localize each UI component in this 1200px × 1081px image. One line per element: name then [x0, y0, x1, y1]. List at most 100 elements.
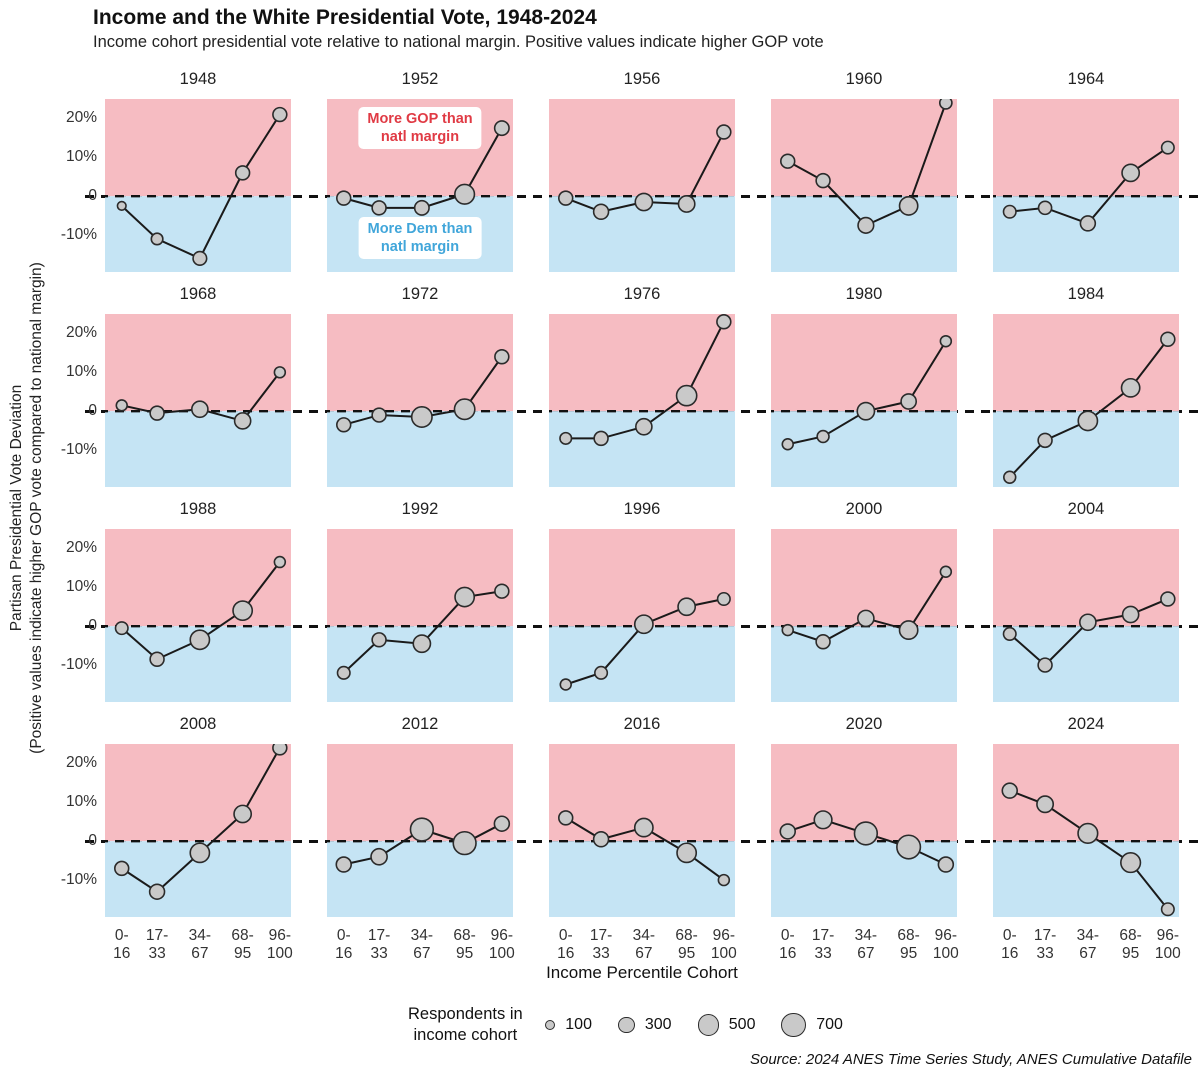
legend-title-line1: Respondents in — [408, 1005, 523, 1023]
panel-year-2016: 2016 — [623, 715, 661, 733]
data-point-2000-68-95 — [898, 620, 919, 641]
legend-item-500: 500 — [697, 1014, 755, 1036]
data-point-1960-96-100 — [938, 99, 953, 110]
data-point-2024-0-16 — [1001, 782, 1018, 799]
panel-year-1992: 1992 — [401, 500, 439, 518]
data-point-1992-68-95 — [454, 586, 476, 608]
panel-2004 — [993, 529, 1179, 702]
y-tick-0: 0 — [88, 187, 97, 205]
source-note: Source: 2024 ANES Time Series Study, ANE… — [749, 1051, 1192, 1068]
data-point-1948-96-100 — [272, 106, 288, 123]
panel-year-1968: 1968 — [179, 285, 217, 303]
data-point-1976-34-67 — [635, 417, 653, 436]
data-point-1980-68-95 — [900, 393, 918, 410]
x-tick-0-16: 0- 16 — [335, 927, 353, 962]
data-point-2016-68-95 — [676, 842, 698, 864]
panel-plot-2012 — [327, 744, 513, 917]
y-tick-20%: 20% — [65, 324, 97, 342]
data-point-2024-68-95 — [1120, 851, 1142, 874]
panel-year-2004: 2004 — [1067, 500, 1105, 518]
panel-plot-1980 — [771, 314, 957, 487]
y-tick-10%: 10% — [65, 148, 97, 166]
data-point-1980-0-16 — [781, 437, 794, 451]
y-tick--10%: -10% — [60, 441, 97, 459]
data-point-1964-96-100 — [1160, 140, 1175, 155]
panel-plot-1976 — [549, 314, 735, 487]
panel-year-1996: 1996 — [623, 500, 661, 518]
x-tick-68-95: 68- 95 — [675, 927, 698, 962]
data-point-2020-68-95 — [896, 834, 922, 860]
data-point-2004-96-100 — [1160, 591, 1176, 607]
data-point-2020-17-33 — [813, 810, 833, 830]
x-tick-34-67: 34- 67 — [854, 927, 878, 962]
data-point-2004-0-16 — [1002, 626, 1017, 641]
legend-circle-icon — [617, 1016, 635, 1034]
panel-plot-2020 — [771, 744, 957, 917]
data-point-2016-34-67 — [633, 817, 654, 838]
data-point-1988-96-100 — [273, 555, 287, 569]
data-point-2024-96-100 — [1160, 902, 1175, 917]
panel-plot-1972 — [327, 314, 513, 487]
panel-year-1952: 1952 — [401, 70, 439, 88]
panels-grid: 1948 1952 More GOP than natl margin More Dem… — [61, 70, 1199, 962]
panel-plot-1984 — [993, 314, 1179, 487]
panel-1960 — [771, 99, 957, 272]
panel-plot-1988 — [105, 529, 291, 702]
legend-items: 100 300 500 700 — [544, 1012, 869, 1038]
x-tick-68-95: 68- 95 — [231, 927, 254, 962]
y-tick--10%: -10% — [60, 226, 97, 244]
size-legend: Respondents in income cohort 100 300 500 70… — [408, 1004, 869, 1046]
data-point-1956-0-16 — [558, 190, 574, 206]
data-point-1952-0-16 — [336, 190, 352, 206]
data-point-1960-68-95 — [898, 195, 919, 216]
annotation-more-gop: More GOP than natl margin — [358, 107, 482, 149]
data-point-1960-34-67 — [857, 216, 875, 234]
panel-year-1988: 1988 — [179, 500, 217, 518]
data-point-1984-96-100 — [1160, 331, 1176, 348]
x-tick-17-33: 17- 33 — [589, 927, 613, 962]
panel-year-1960: 1960 — [845, 70, 883, 88]
x-tick-68-95: 68- 95 — [897, 927, 920, 962]
dem-region — [993, 626, 1179, 702]
data-point-1976-0-16 — [559, 431, 573, 445]
y-tick-10%: 10% — [65, 793, 97, 811]
data-point-2000-34-67 — [857, 609, 875, 628]
panel-plot-2024 — [993, 744, 1179, 917]
panel-plot-2016 — [549, 744, 735, 917]
x-tick-96-100: 96- 100 — [488, 927, 515, 962]
y-tick-20%: 20% — [65, 109, 97, 127]
data-point-2008-34-67 — [189, 842, 211, 864]
data-point-2008-0-16 — [114, 860, 130, 877]
data-point-1956-34-67 — [634, 192, 654, 212]
data-point-1972-68-95 — [453, 398, 476, 421]
data-point-1972-17-33 — [371, 407, 387, 423]
dem-region — [771, 196, 957, 272]
data-point-1984-34-67 — [1077, 410, 1099, 432]
data-point-1988-34-67 — [189, 629, 211, 651]
data-point-1996-96-100 — [716, 591, 731, 607]
data-point-1996-17-33 — [594, 665, 609, 680]
panel-year-1964: 1964 — [1067, 70, 1105, 88]
y-axis-label-line1: Partisan Presidential Vote Deviation — [8, 384, 25, 632]
panel-1992 — [327, 529, 513, 702]
panel-2012 — [327, 744, 513, 917]
data-point-1972-0-16 — [336, 417, 352, 433]
data-point-1956-96-100 — [716, 124, 732, 140]
data-point-1980-34-67 — [856, 401, 876, 421]
data-point-1992-17-33 — [371, 632, 387, 648]
data-point-2000-96-100 — [939, 565, 953, 579]
data-point-1996-34-67 — [633, 614, 654, 635]
x-tick-0-16: 0- 16 — [1001, 927, 1019, 962]
panel-1984 — [993, 314, 1179, 487]
dem-region — [327, 841, 513, 917]
panel-plot-2008 — [105, 744, 291, 917]
panel-1968 — [105, 314, 291, 487]
panel-1948 — [105, 99, 291, 272]
panel-year-1976: 1976 — [623, 285, 661, 303]
data-point-2020-0-16 — [779, 823, 796, 840]
data-point-1976-17-33 — [593, 430, 609, 447]
data-point-1964-68-95 — [1121, 163, 1141, 183]
panel-plot-1996 — [549, 529, 735, 702]
gop-region — [327, 529, 513, 627]
